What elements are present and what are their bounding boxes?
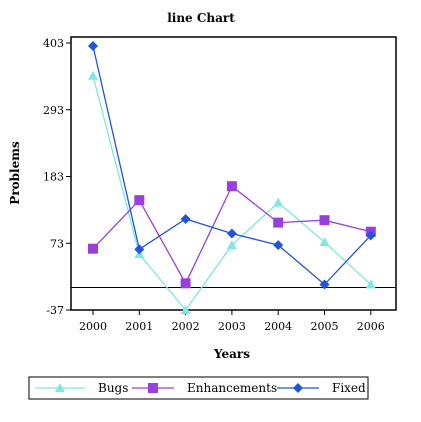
x-axis-label: Years — [213, 347, 250, 361]
data-point-fixed — [88, 41, 98, 52]
data-point-fixed — [365, 230, 376, 241]
x-tick-label: 2006 — [357, 320, 385, 333]
data-point-enhancements — [134, 195, 145, 206]
legend-label-fixed: Fixed — [332, 381, 366, 395]
data-point-fixed — [273, 240, 284, 251]
data-point-fixed — [180, 213, 191, 224]
chart-title: line Chart — [167, 11, 235, 25]
data-point-fixed — [134, 244, 145, 255]
x-tick-label: 2004 — [264, 320, 292, 333]
data-point-bugs — [365, 279, 376, 289]
data-point-fixed — [319, 279, 330, 290]
data-point-enhancements — [226, 181, 237, 192]
legend-marker-bugs — [55, 383, 65, 392]
data-point-fixed — [226, 228, 237, 239]
x-tick-label: 2001 — [125, 320, 153, 333]
data-point-bugs — [88, 70, 98, 80]
data-point-enhancements — [273, 217, 284, 228]
legend-box — [28, 376, 369, 400]
x-tick-label: 2003 — [218, 320, 246, 333]
y-axis-ticks: -37 73 183 293 403 — [43, 37, 71, 317]
data-point-bugs — [273, 197, 284, 207]
legend: Bugs Enhancements Fixed — [35, 381, 366, 395]
plot-area — [70, 36, 397, 311]
y-tick-label: 183 — [43, 171, 64, 184]
data-point-bugs — [319, 237, 330, 247]
data-point-enhancements — [88, 243, 98, 254]
legend-label-enhancements: Enhancements — [187, 381, 277, 395]
data-point-enhancements — [319, 215, 330, 226]
data-point-bugs — [226, 240, 237, 250]
legend-label-bugs: Bugs — [98, 381, 128, 395]
data-point-enhancements — [180, 278, 191, 289]
y-axis-label: Problems — [8, 141, 22, 205]
series-layer — [88, 41, 376, 314]
x-axis-ticks: 2000 2001 2002 2003 2004 2005 2006 — [79, 310, 385, 333]
x-tick-label: 2000 — [79, 320, 107, 333]
y-tick-label: 403 — [43, 37, 64, 50]
x-tick-label: 2002 — [172, 320, 200, 333]
y-tick-label: 73 — [50, 237, 64, 250]
legend-marker-fixed — [293, 383, 303, 393]
legend-marker-enhancements — [148, 383, 158, 393]
y-tick-label: 293 — [43, 104, 64, 117]
x-tick-label: 2005 — [311, 320, 339, 333]
data-point-bugs — [180, 305, 191, 314]
y-tick-label: -37 — [46, 304, 64, 317]
